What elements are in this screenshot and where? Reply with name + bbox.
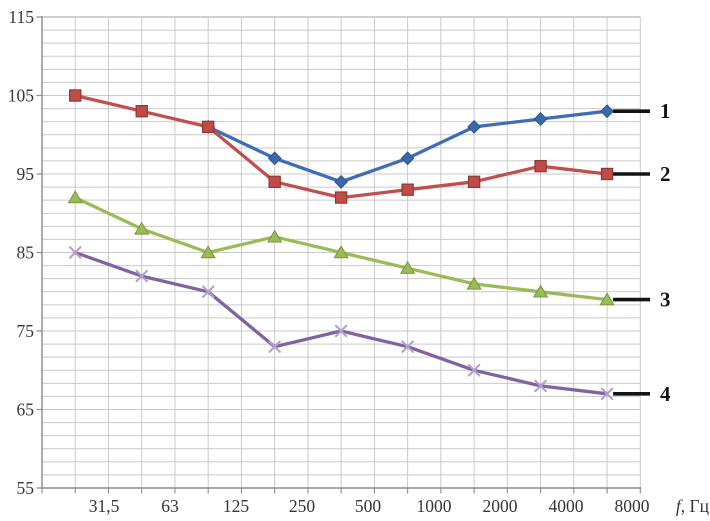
series-4: 4 <box>68 246 671 406</box>
square-marker <box>534 159 547 173</box>
square-marker <box>467 175 481 189</box>
x-tick-label: 8000 <box>615 496 650 516</box>
y-axis-labels: 115 105 95 85 75 65 55 <box>8 7 35 498</box>
triangle-marker <box>67 190 83 204</box>
x-tick-label: 125 <box>223 496 250 516</box>
x-tick-label: 250 <box>289 496 316 516</box>
x-marker <box>534 379 547 393</box>
triangle-marker <box>466 276 482 290</box>
triangle-marker <box>399 260 416 274</box>
y-tick-label: 65 <box>17 400 35 420</box>
square-marker <box>268 175 281 189</box>
square-marker <box>69 89 82 102</box>
x-tick-label: 63 <box>161 496 179 516</box>
triangle-marker <box>599 292 615 306</box>
x-tick-label: 31,5 <box>89 496 120 516</box>
series-2: 2 <box>69 89 671 204</box>
diamond-marker <box>400 151 415 166</box>
series-3-label: 3 <box>660 288 671 312</box>
diamond-marker <box>533 112 548 126</box>
triangle-marker <box>266 229 283 243</box>
diamond-marker <box>467 119 482 134</box>
x-marker <box>600 387 614 401</box>
x-marker <box>268 340 281 353</box>
diamond-marker <box>267 151 282 166</box>
x-marker <box>135 269 148 283</box>
y-tick-label: 115 <box>8 7 34 27</box>
x-tick-label: 2000 <box>483 496 518 516</box>
x-axis-title: f, Гц <box>676 496 709 516</box>
x-marker <box>68 246 82 259</box>
square-marker <box>201 120 215 134</box>
triangle-marker <box>200 245 216 259</box>
y-tick-label: 55 <box>17 478 35 498</box>
x-marker <box>467 364 481 377</box>
x-marker <box>334 324 348 338</box>
x-marker <box>401 340 414 353</box>
x-tick-label: 500 <box>355 496 382 516</box>
series-1-label: 1 <box>660 99 671 123</box>
series-2-label: 2 <box>660 162 671 186</box>
triangle-marker <box>532 284 549 298</box>
y-tick-label: 105 <box>8 86 35 106</box>
y-tick-label: 75 <box>17 321 35 341</box>
y-tick-label: 85 <box>17 243 35 263</box>
x-marker <box>201 285 215 298</box>
triangle-marker <box>134 221 150 235</box>
triangle-marker <box>333 245 349 259</box>
square-marker <box>600 167 614 181</box>
diamond-marker <box>600 104 614 119</box>
x-tick-label: 4000 <box>549 496 584 516</box>
square-marker <box>401 183 414 196</box>
series-3: 3 <box>67 190 671 312</box>
series-4-label: 4 <box>660 382 671 406</box>
diamond-marker <box>334 174 349 189</box>
square-marker <box>334 191 348 204</box>
axes <box>36 16 642 494</box>
y-tick-label: 95 <box>17 164 35 184</box>
x-tick-label: 1000 <box>417 496 452 516</box>
x-axis-labels: 31,5 63 125 250 500 1000 2000 4000 8000 f, Гц <box>89 496 709 516</box>
square-marker <box>135 104 148 118</box>
